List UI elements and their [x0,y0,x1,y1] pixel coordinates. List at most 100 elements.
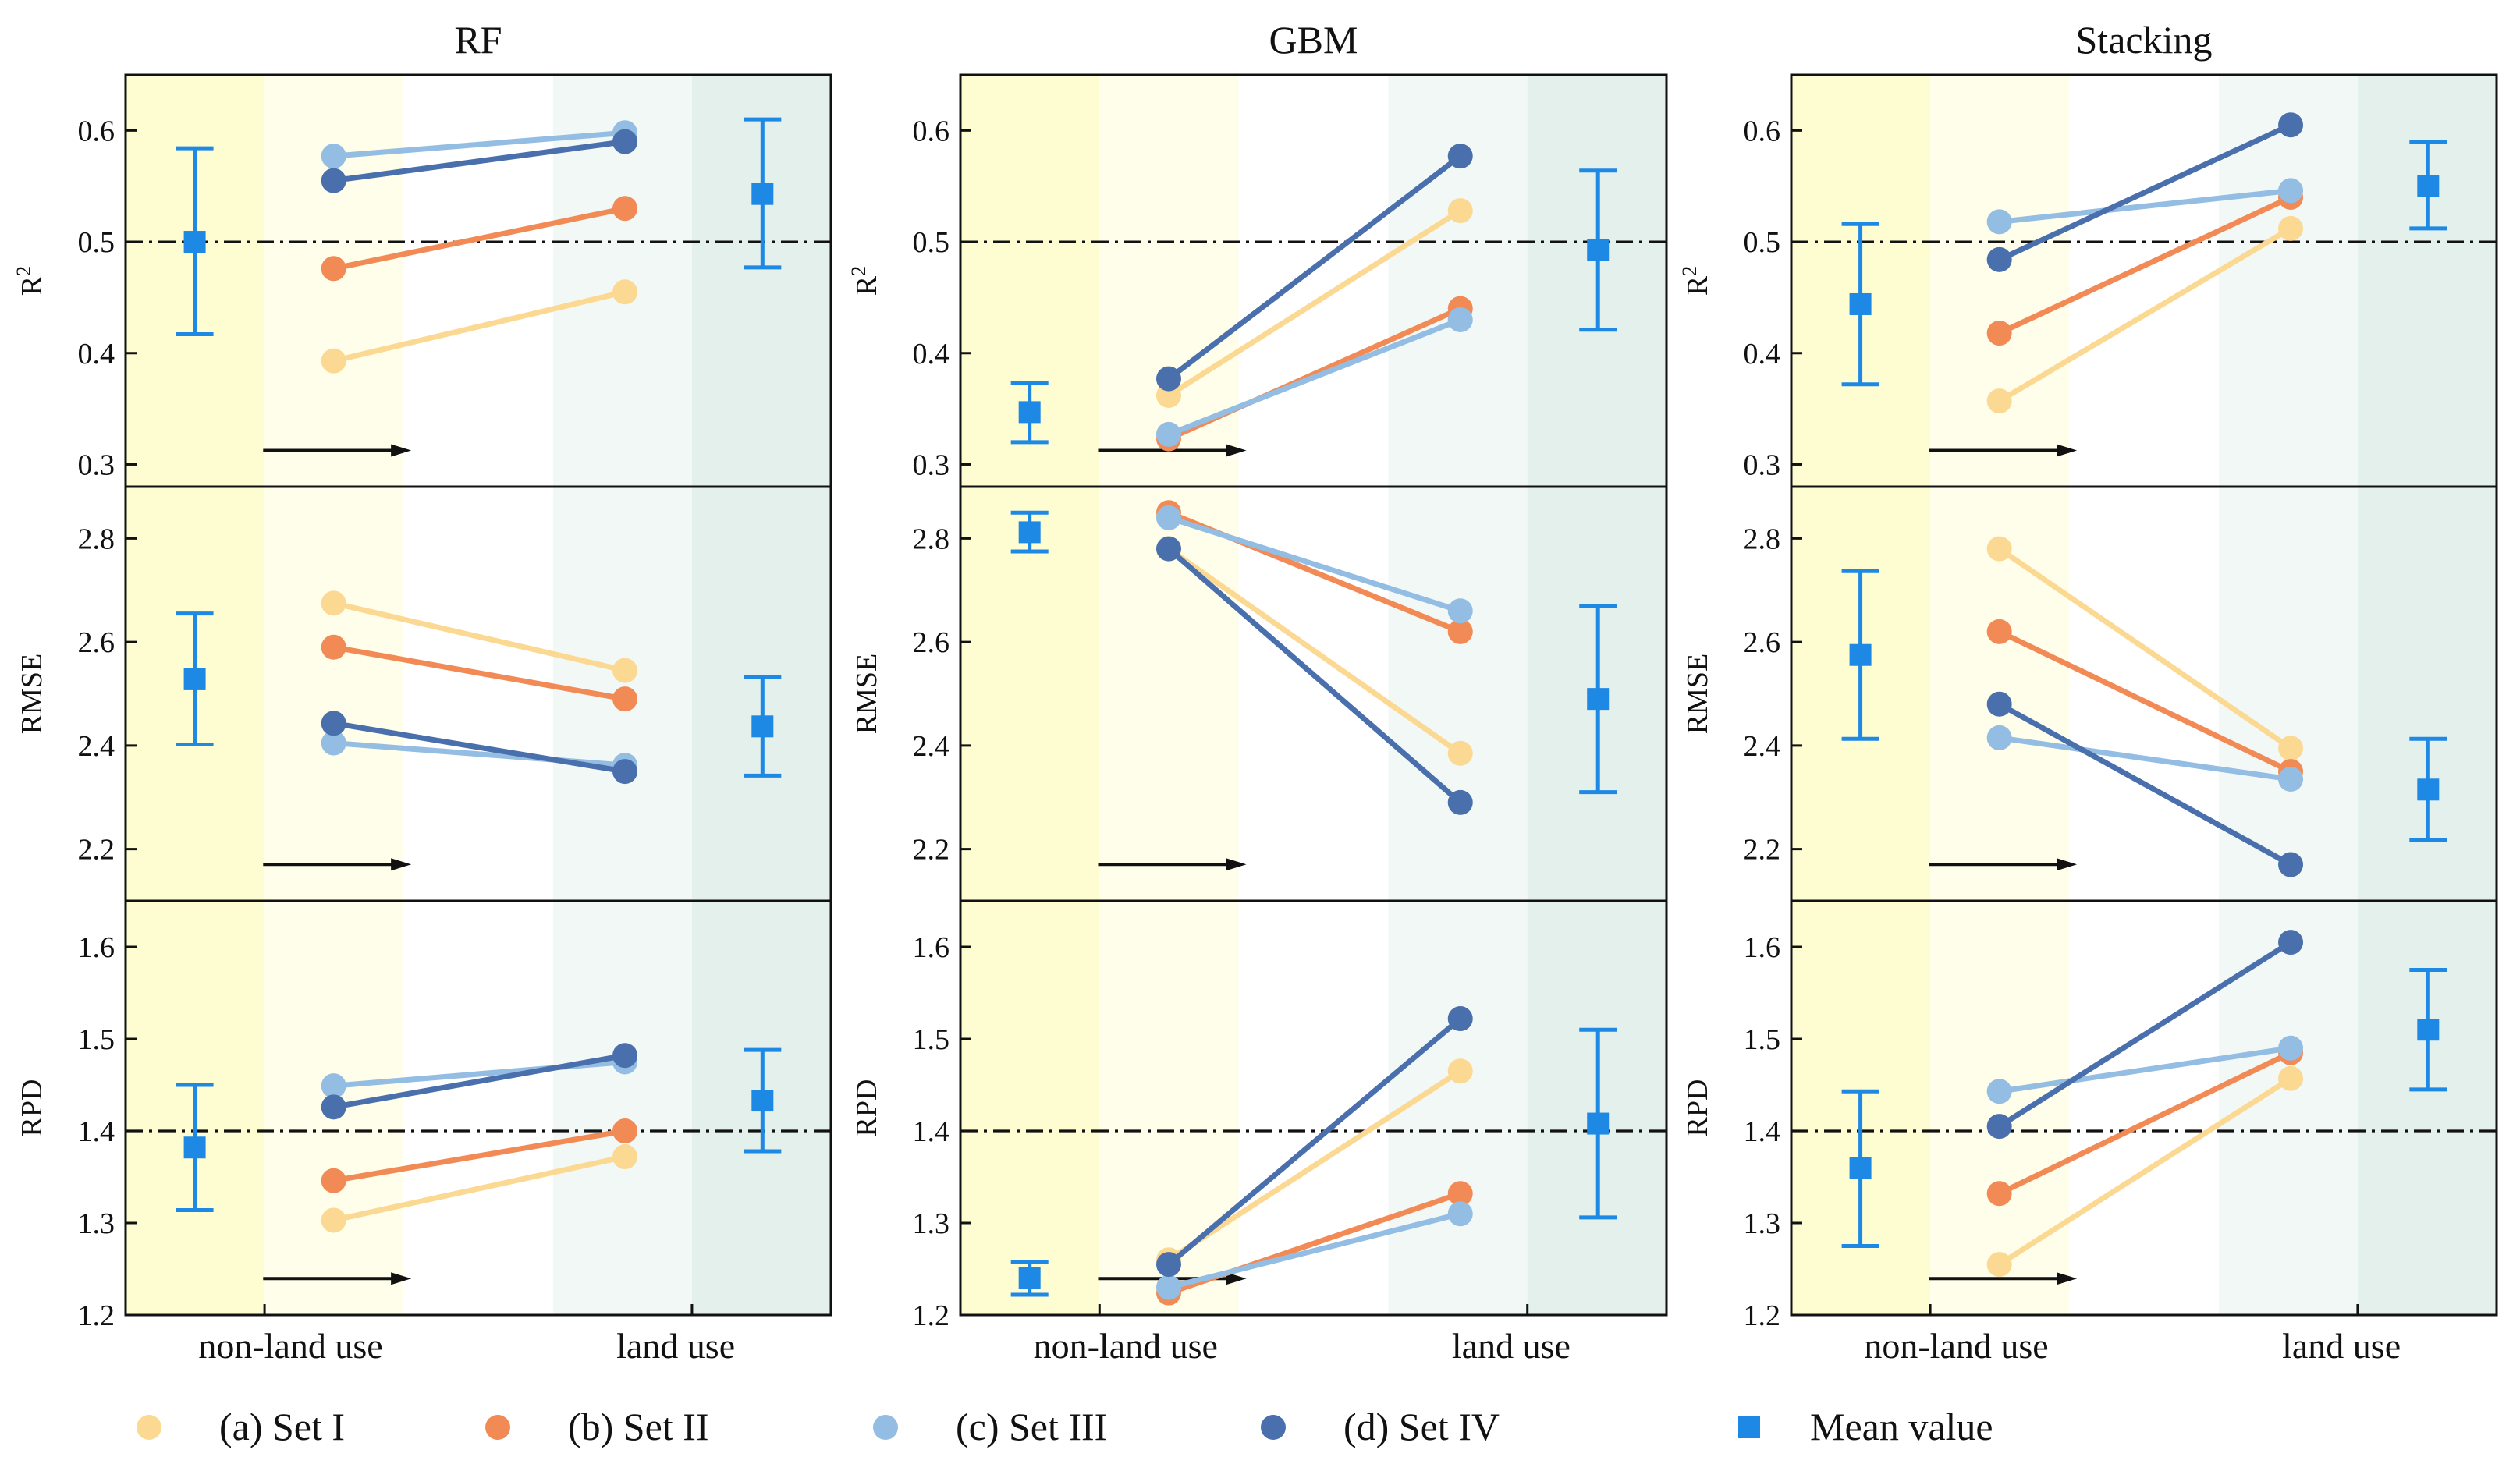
panel-gbm-rmse-mean-left-marker [1018,521,1041,544]
panel-gbm-rpd-band-2 [1099,901,1239,1315]
panel-rf-rmse-set-1-point-non-land-use [321,590,346,616]
panel-gbm-r2-set-4-point-land-use [1447,144,1473,169]
panel-rf-rmse-set-1-line [331,600,628,674]
panel-gbm-rpd-set-3-point-land-use [1447,1201,1473,1227]
panel-stacking-rpd-set-4-point-non-land-use [1986,1114,2012,1140]
panel-stacking-rmse-set-3-point-non-land-use [1986,725,2012,750]
panel-stacking-rpd-set-1-point-non-land-use [1986,1252,2012,1278]
panel-stacking-r2-set-4-point-non-land-use [1986,246,2012,272]
panel-stacking-r2-set-1-line [1996,225,2294,404]
panel-stacking-rpd-band-5 [2357,901,2497,1315]
panel-rf-rmse-set-4-point-non-land-use [321,711,346,736]
panel-stacking-rmse-ytick-label: 2.4 [1744,730,1781,763]
panel-gbm-rmse-ytick-label: 2.8 [913,523,950,555]
panel-rf-rpd-ytick-label: 1.4 [78,1115,115,1148]
panel-stacking-rpd-set-4-point-land-use [2278,930,2304,955]
panel-gbm-rpd-arrow-head [1226,1272,1247,1285]
panel-stacking-r2-mean-left-marker [1849,292,1872,315]
panel-rf-r2-set-1-point-non-land-use [321,348,346,374]
panel-rf-rpd-set-2-point-non-land-use [321,1168,346,1193]
panel-stacking-rmse-set-1-point-land-use [2278,736,2304,761]
panel-rf-rmse-set-1-point-land-use [612,658,638,683]
title-stacking: Stacking [2076,18,2213,62]
panel-rf-r2-mean-left-marker [183,231,206,253]
legend-label-set-3: (c) Set III [956,1405,1107,1448]
panel-rf-r2-set-3-point-non-land-use [321,144,346,169]
panel-stacking-r2-band-3 [2069,75,2219,487]
panel-stacking-rpd-ytick-label: 1.5 [1744,1023,1781,1056]
panel-rf-rpd-set-2-line [331,1128,628,1184]
panel-stacking-rmse-set-4-point-land-use [2278,852,2304,877]
panel-rf-rpd-set-4-line [331,1052,628,1110]
panel-stacking-rpd-ytick-label: 1.3 [1744,1207,1781,1240]
panel-rf-rpd-set-2-point-land-use [612,1118,638,1143]
panel-stacking-rpd-set-3-line [1996,1045,2294,1094]
panel-gbm-rmse-set-4-line [1166,546,1464,806]
panel-rf-r2-set-1-line [331,289,628,364]
title-gbm: GBM [1269,18,1358,62]
panel-gbm-r2-set-3-point-land-use [1447,307,1473,332]
legend-label-mean: Mean value [1810,1405,1993,1448]
panel-rf-r2-set-2-line [331,205,628,271]
panel-stacking-rpd-ytick-label: 1.2 [1744,1299,1781,1332]
panel-gbm-rmse-set-3-line [1166,515,1464,614]
panel-gbm-rmse-set-4-point-land-use [1447,789,1473,815]
panel-rf-rmse-band-3 [403,487,553,901]
panel-gbm-rmse-ytick-label: 2.4 [913,730,950,763]
panel-rf-rmse-set-2-point-land-use [612,686,638,712]
panel-gbm-r2-ytick-label: 0.3 [913,448,950,481]
panel-stacking-r2-set-1-point-non-land-use [1986,388,2012,414]
panel-rf-rpd-ytick-label: 1.3 [78,1207,115,1240]
panel-stacking-rpd-set-3-point-non-land-use [1986,1079,2012,1104]
panel-stacking-r2-set-4-line [1996,122,2294,263]
panel-rf-r2-set-4-point-non-land-use [321,168,346,193]
panel-stacking-r2-band-2 [1930,75,2070,487]
panel-gbm-rpd-set-2-point-land-use [1447,1181,1473,1207]
panel-gbm-r2-arrow-head [1226,444,1247,457]
panel-rf-rmse-ytick-label: 2.6 [78,626,115,659]
panel-stacking-rpd-set-1-line [1996,1076,2294,1267]
panel-rf-r2-ytick-label: 0.3 [78,448,115,481]
panel-rf-r2-ylabel: R2 [12,266,48,296]
panel-gbm-rpd-band-4 [1388,901,1528,1315]
panel-stacking-r2-set-4-point-land-use [2278,112,2304,138]
panel-rf-rpd-set-1-point-land-use [612,1144,638,1170]
panel-stacking-rmse-ytick-label: 2.6 [1744,626,1781,659]
panel-rf-rpd-mean-right-marker [751,1090,774,1112]
panel-gbm-r2-set-4-line [1166,153,1464,382]
panel-gbm-rmse-ylabel: RMSE [850,654,883,734]
panel-gbm-rmse-ytick-label: 2.6 [913,626,950,659]
panel-gbm-r2-set-1-line [1166,207,1464,399]
title-rf: RF [454,18,502,62]
panel-stacking-rpd-ytick-label: 1.6 [1744,931,1781,964]
panel-rf-r2-ytick-label: 0.6 [78,115,115,147]
panel-stacking-rpd-band-2 [1930,901,2070,1315]
panel-gbm-rpd-ytick-label: 1.2 [913,1299,950,1332]
panel-gbm-rmse-band-1 [960,487,1100,901]
panel-gbm-rmse-set-3-point-land-use [1447,598,1473,624]
panel-stacking-r2-arrow-head [2057,444,2078,457]
panel-gbm-r2-set-3-line [1166,317,1464,438]
panel-rf-rmse-ylabel: RMSE [16,654,48,734]
panel-stacking-rmse-set-3-line [1996,735,2294,782]
panel-rf-r2-set-2-point-land-use [612,196,638,222]
panel-stacking-r2-band-4 [2218,75,2358,487]
panel-stacking-rpd-band-3 [2069,901,2219,1315]
panel-rf-rpd-mean-left-marker [183,1136,206,1159]
panel-gbm-r2-ytick-label: 0.4 [913,338,950,370]
panel-rf-r2-mean-right-marker [751,183,774,205]
panel-stacking-rpd-set-1-point-land-use [2278,1065,2304,1091]
panel-rf-rpd-set-4-point-land-use [612,1043,638,1069]
panel-gbm-rpd-mean-left-marker [1018,1267,1041,1289]
plot-marks [126,112,2497,1306]
panel-stacking-r2-set-2-line [1996,194,2294,336]
panel-rf-rpd-xcat-land-use: land use [616,1326,735,1366]
panel-stacking-rmse-arrow-head [2057,858,2078,871]
panel-gbm-rmse-set-4-point-non-land-use [1155,536,1181,562]
panel-gbm-rpd-ytick-label: 1.6 [913,931,950,964]
panel-gbm-rmse-set-1-point-land-use [1447,740,1473,766]
panel-rf-rpd-set-4-point-non-land-use [321,1094,346,1120]
panel-rf-rpd-xcat-non-land-use: non-land use [198,1326,382,1366]
panel-stacking-rmse-set-2-point-non-land-use [1986,619,2012,644]
